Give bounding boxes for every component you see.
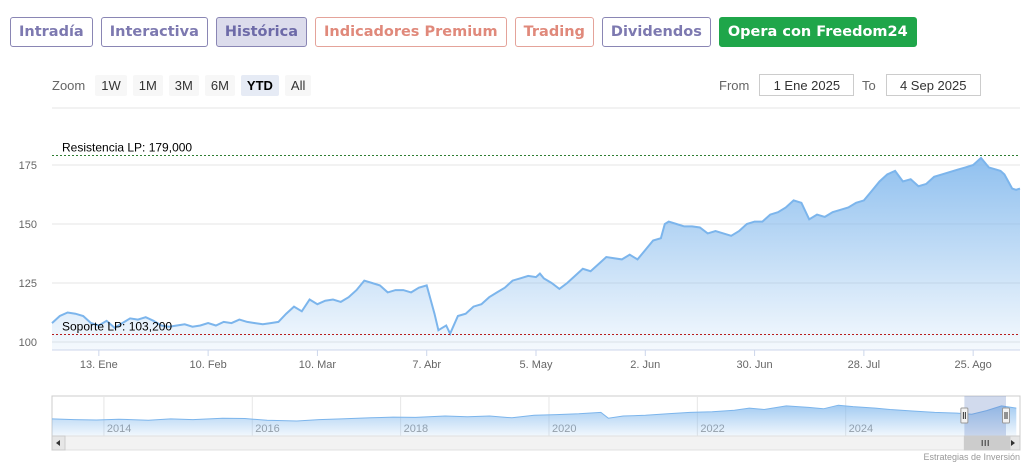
navigator-selection[interactable]	[964, 396, 1006, 436]
tab-interactiva[interactable]: Interactiva	[100, 17, 208, 47]
price-line	[51, 156, 1021, 337]
x-tick-label: 25. Ago	[954, 359, 991, 371]
y-tick-label: 100	[19, 337, 37, 349]
tab-indicadores-premium[interactable]: Indicadores Premium	[315, 17, 507, 47]
navigator-line	[51, 404, 1017, 422]
price-area	[52, 157, 1020, 350]
zoom-3m-button[interactable]: 3M	[168, 75, 199, 96]
zoom-6m-button[interactable]: 6M	[204, 75, 235, 96]
tab-historica[interactable]: Histórica	[215, 17, 308, 47]
zoom-all-button[interactable]: All	[284, 75, 312, 96]
zoom-ytd-button[interactable]: YTD	[240, 75, 279, 96]
opera-freedom24-button[interactable]: Opera con Freedom24	[718, 17, 917, 47]
scroll-right-arrow-icon	[1011, 440, 1015, 446]
navigator-right-handle[interactable]	[1002, 407, 1010, 424]
x-tick-label: 10. Feb	[189, 359, 226, 371]
support-label: Soporte LP: 103,200	[62, 319, 172, 333]
x-tick-label: 5. May	[519, 359, 553, 371]
scrollbar-thumb[interactable]	[963, 435, 1011, 451]
navigator-left-handle[interactable]	[960, 407, 969, 424]
y-tick-label: 150	[19, 219, 37, 231]
date-range-from: From 1 Ene 2025	[719, 74, 855, 96]
x-tick-label: 10. Mar	[299, 359, 337, 371]
zoom-selector: Zoom 1W 1M 3M 6M YTD All	[52, 75, 312, 96]
zoom-1w-button[interactable]: 1W	[95, 75, 127, 96]
y-tick-label: 175	[19, 160, 37, 172]
tab-trading[interactable]: Trading	[514, 17, 594, 47]
scrollbar-track[interactable]	[51, 435, 1021, 451]
date-range-to: To 4 Sep 2025	[862, 74, 981, 96]
tab-bar: Intradía Interactiva Histórica Indicador…	[10, 17, 917, 47]
x-tick-label: 7. Abr	[412, 359, 441, 371]
y-tick-label: 125	[19, 278, 37, 290]
scroll-left-arrow-icon	[56, 440, 60, 446]
zoom-1m-button[interactable]: 1M	[132, 75, 163, 96]
tab-dividendos[interactable]: Dividendos	[601, 17, 711, 47]
x-tick-label: 30. Jun	[737, 359, 773, 371]
chart-credits: Estrategias de Inversión	[923, 452, 1020, 462]
tab-intradia[interactable]: Intradía	[10, 17, 93, 47]
x-tick-label: 2. Jun	[630, 359, 660, 371]
x-tick-label: 28. Jul	[848, 359, 880, 371]
navigator-area	[52, 405, 1017, 436]
to-label: To	[862, 77, 876, 93]
navigator[interactable]: 201420162018202020222024	[51, 395, 1021, 437]
from-date-input[interactable]: 1 Ene 2025	[759, 74, 855, 96]
from-label: From	[719, 77, 750, 93]
resistance-label: Resistencia LP: 179,000	[62, 141, 192, 155]
scrollbar[interactable]	[51, 435, 1021, 451]
to-date-input[interactable]: 4 Sep 2025	[885, 74, 981, 96]
zoom-label: Zoom	[52, 78, 86, 93]
x-tick-label: 13. Ene	[80, 359, 118, 371]
